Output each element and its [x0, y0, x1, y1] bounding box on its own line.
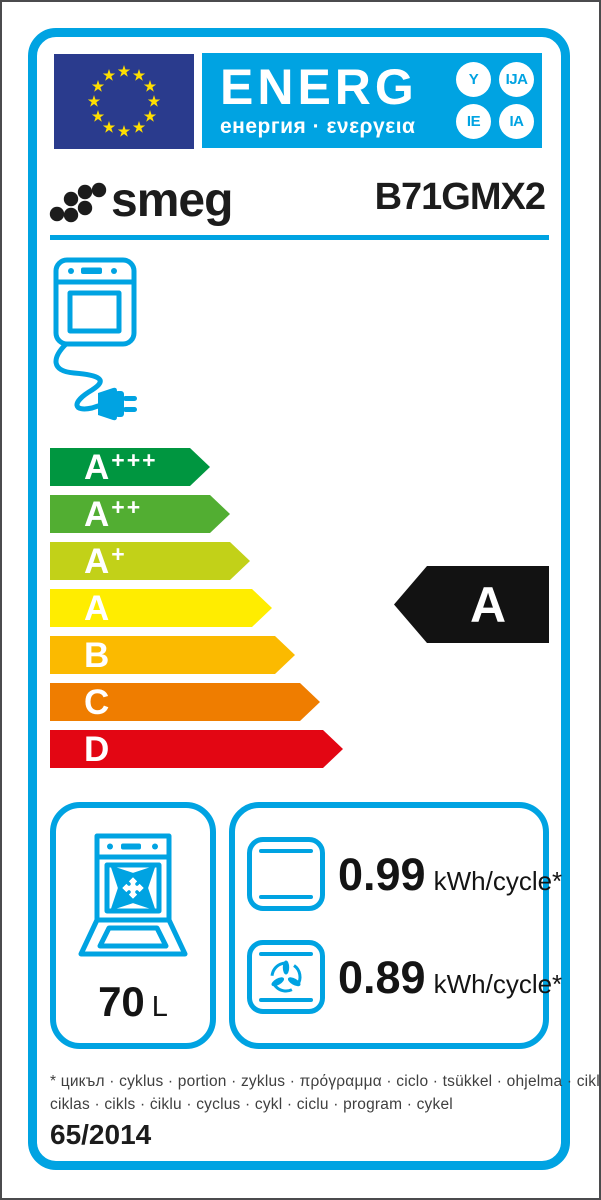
selected-rating-letter: A	[469, 576, 507, 633]
rating-arrow-label: A	[84, 494, 110, 534]
fan-consumption-unit: kWh/cycle*	[433, 968, 563, 999]
energ-subtitle: енергия · ενεργεια	[220, 115, 416, 138]
footnote-line-1: * цикъл · cyklus · portion · zyklus · πρ…	[50, 1073, 601, 1090]
rating-arrow-label: C	[84, 682, 110, 722]
rating-arrow-label: D	[84, 729, 110, 769]
suffix-circle-ie: IE	[456, 104, 491, 139]
conventional-heating-icon	[247, 837, 325, 911]
volume-readout: 70 L	[56, 981, 210, 1023]
fan-icon	[270, 960, 302, 993]
smeg-dots-icon	[49, 182, 107, 223]
rating-arrow-label: B	[84, 635, 110, 675]
conventional-readout: 0.99 kWh/cycle*	[338, 852, 562, 897]
rating-arrow: B	[50, 636, 295, 674]
rating-scale: A +++ A ++ A + A B C D	[50, 448, 343, 777]
model-number: B71GMX2	[374, 176, 546, 218]
conventional-consumption-value: 0.99	[338, 848, 426, 900]
volume-unit: L	[151, 991, 168, 1023]
rating-arrow: C	[50, 683, 320, 721]
language-suffix-circles: Y IJA IE IA	[456, 62, 534, 139]
header-divider	[50, 235, 549, 240]
conventional-consumption-unit: kWh/cycle*	[433, 865, 563, 896]
oven-plug-icon	[53, 257, 137, 421]
rating-arrow: A +++	[50, 448, 210, 486]
volume-value: 70	[98, 978, 145, 1025]
rating-arrow: D	[50, 730, 343, 768]
rating-arrow-label: A	[84, 541, 110, 581]
rating-arrow: A +	[50, 542, 250, 580]
regulation-number: 65/2014	[50, 1119, 152, 1150]
energ-banner: ENERG енергия · ενεργεια Y IJA IE IA	[202, 53, 542, 148]
consumption-box: 0.99 kWh/cycle* 0.89 kWh/cycle*	[229, 802, 562, 1049]
selected-rating-arrow: A	[394, 566, 549, 643]
fan-heating-icon	[247, 940, 325, 1014]
eu-stars	[87, 65, 161, 137]
energ-wordmark: ENERG енергия · ενεργεια	[220, 62, 456, 139]
rating-arrow-label: A	[84, 588, 110, 628]
smeg-logo: smeg	[48, 174, 233, 227]
rating-arrow: A	[50, 589, 272, 627]
footnote: * цикъл · cyklus · portion · zyklus · πρ…	[50, 1070, 601, 1116]
volume-box: 70 L	[50, 802, 216, 1049]
suffix-circle-ija: IJA	[499, 62, 534, 97]
rating-arrow-label: A	[84, 447, 110, 487]
suffix-circle-ia: IA	[499, 104, 534, 139]
conventional-consumption-row: 0.99 kWh/cycle*	[247, 837, 562, 911]
fan-consumption-value: 0.89	[338, 951, 426, 1003]
fan-readout: 0.89 kWh/cycle*	[338, 955, 562, 1000]
fan-consumption-row: 0.89 kWh/cycle*	[247, 940, 562, 1014]
oven-volume-icon	[78, 833, 188, 957]
brand-name: smeg	[111, 174, 233, 227]
energ-main-word: ENERG	[220, 59, 418, 115]
rating-arrow: A ++	[50, 495, 230, 533]
suffix-circle-y: Y	[456, 62, 491, 97]
footnote-line-2: ciklas · cikls · ċiklu · cyclus · cykl ·…	[50, 1096, 453, 1113]
eu-flag-icon	[54, 54, 194, 149]
